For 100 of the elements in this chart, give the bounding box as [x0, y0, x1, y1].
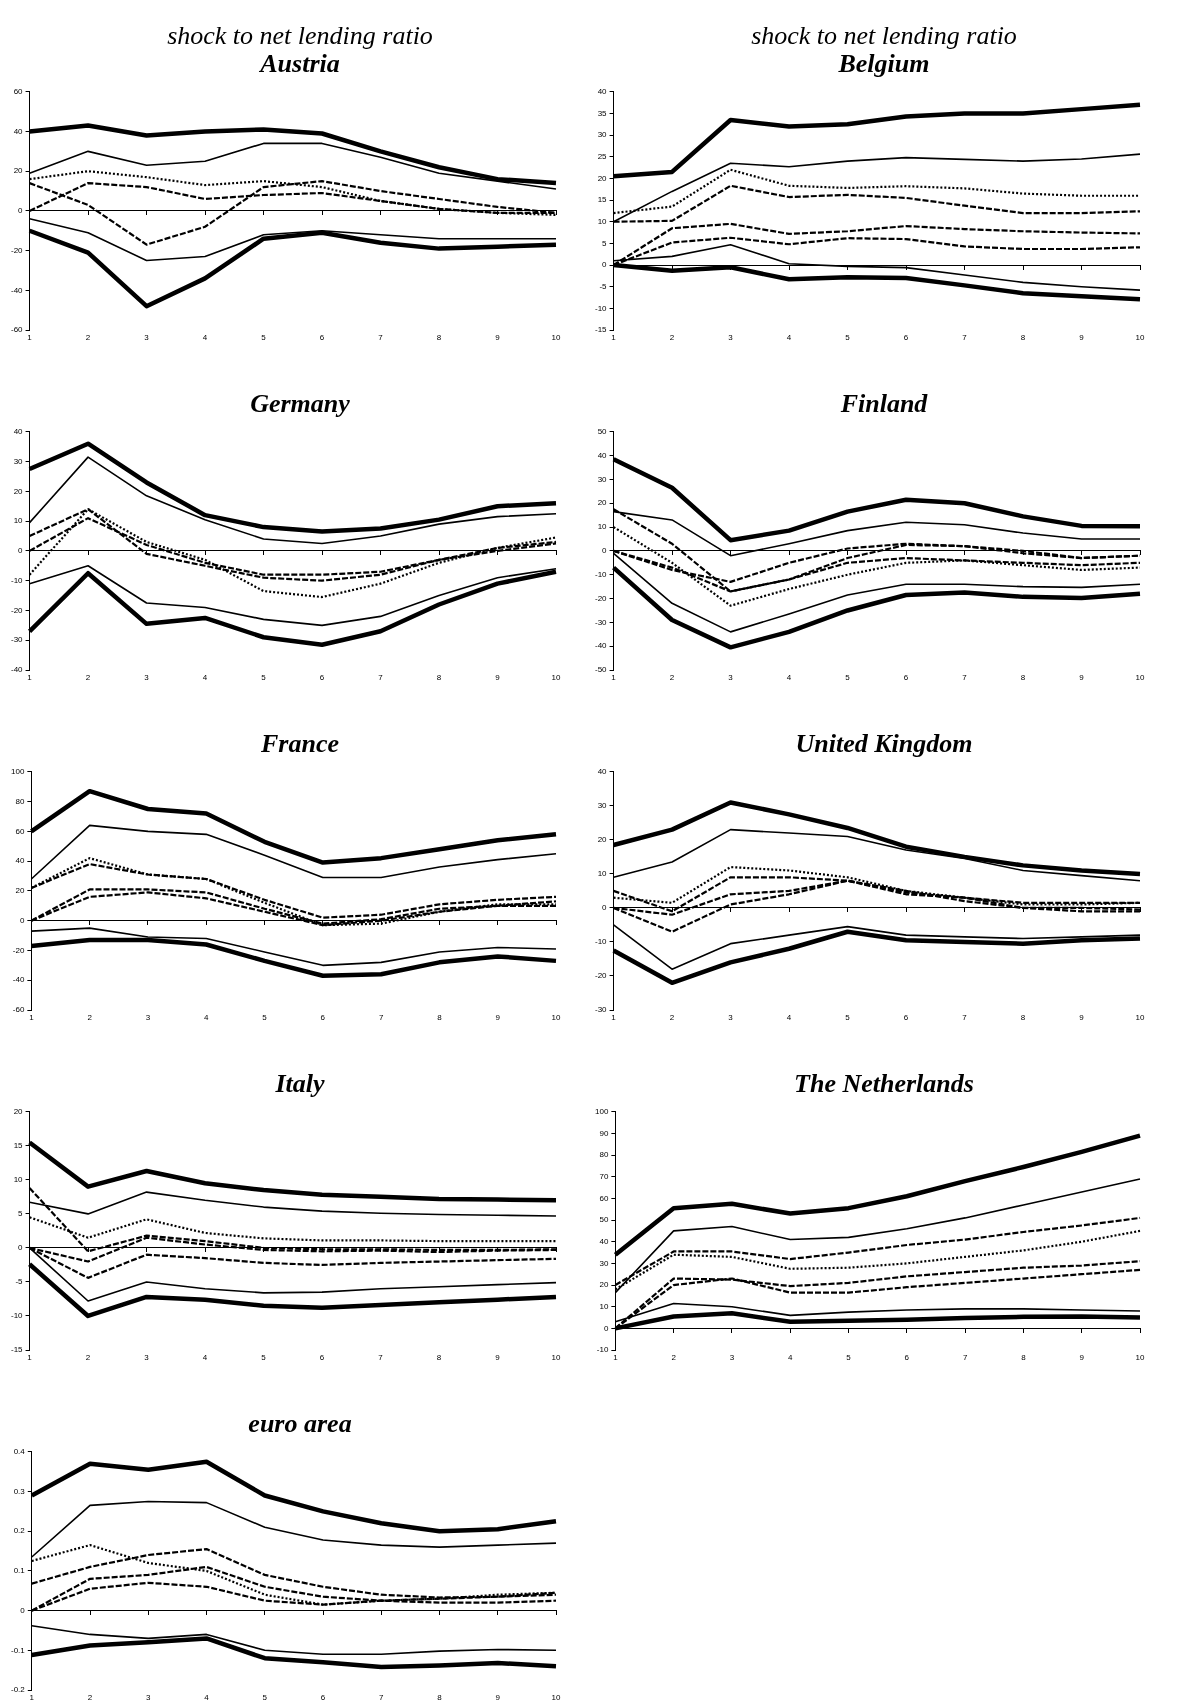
x-tick-label: 7 [379, 1693, 385, 1703]
y-tick-label: 40 [597, 767, 608, 776]
x-tick-label: 7 [962, 333, 968, 343]
x-tick-label: 6 [319, 673, 325, 683]
chart-title: The Netherlands [794, 1069, 974, 1098]
y-tick-label: -10 [595, 937, 608, 947]
y-tick-label: -5 [15, 1277, 24, 1287]
y-tick-label: 0 [602, 903, 608, 913]
y-tick-label: 10 [597, 522, 608, 532]
x-tick-label: 3 [729, 1353, 735, 1363]
y-tick-label: -20 [11, 245, 24, 255]
x-tick-label: 3 [146, 1693, 152, 1703]
y-tick-label: 0 [602, 546, 608, 556]
x-tick-label: 10 [1135, 1353, 1145, 1363]
x-tick-label: 6 [904, 1353, 910, 1363]
x-tick-label: 9 [495, 1013, 501, 1023]
x-tick-label: 6 [903, 333, 909, 343]
y-tick-label: -40 [11, 665, 24, 675]
y-tick-label: 60 [15, 826, 25, 836]
y-tick-label: -20 [595, 971, 608, 981]
y-tick-label: 20 [597, 835, 608, 845]
x-tick-label: 4 [786, 1013, 792, 1023]
y-tick-label: 0.3 [13, 1486, 26, 1496]
x-tick-label: 2 [87, 1013, 93, 1023]
x-tick-label: 1 [29, 1013, 35, 1023]
x-tick-label: 10 [1135, 333, 1145, 343]
x-tick-label: 5 [262, 1013, 268, 1023]
x-tick-label: 8 [436, 333, 442, 343]
x-tick-label: 1 [611, 333, 617, 343]
y-tick-label: -20 [11, 605, 24, 615]
x-tick-label: 3 [728, 1013, 734, 1023]
x-tick-label: 2 [85, 333, 91, 343]
x-tick-label: 1 [611, 1013, 617, 1023]
x-tick-label: 4 [202, 333, 208, 343]
y-tick-label: -10 [595, 303, 608, 313]
y-tick-label: 80 [599, 1150, 609, 1160]
x-tick-label: 7 [962, 1353, 968, 1363]
y-tick-label: -40 [12, 975, 25, 985]
chart-subtitle: shock to net lending ratio [751, 21, 1017, 50]
y-tick-label: 40 [13, 427, 24, 436]
y-tick-label: 10 [13, 1175, 24, 1185]
x-tick-label: 4 [788, 1353, 794, 1363]
y-tick-label: 40 [597, 450, 608, 460]
y-tick-label: 15 [13, 1141, 24, 1151]
y-tick-label: 90 [599, 1128, 609, 1138]
x-tick-label: 6 [319, 1353, 325, 1363]
x-tick-label: 5 [261, 333, 267, 343]
x-tick-label: 9 [1079, 333, 1085, 343]
y-tick-label: 30 [13, 456, 24, 466]
y-tick-label: -10 [11, 575, 24, 585]
y-tick-label: -20 [12, 945, 25, 955]
x-tick-label: 7 [962, 1013, 968, 1023]
y-tick-label: -40 [595, 641, 608, 651]
chart-title: Finland [840, 389, 928, 418]
x-tick-label: 1 [611, 673, 617, 683]
y-tick-label: -10 [11, 1311, 24, 1321]
x-tick-label: 5 [845, 673, 851, 683]
x-tick-label: 6 [320, 1013, 326, 1023]
y-tick-label: 5 [18, 1209, 24, 1219]
y-tick-label: 35 [597, 108, 608, 118]
y-tick-label: -30 [595, 617, 608, 627]
y-tick-label: -0.2 [10, 1685, 26, 1695]
y-tick-label: 0 [18, 206, 24, 216]
y-tick-label: 50 [599, 1215, 609, 1225]
x-tick-label: 1 [613, 1353, 619, 1363]
y-tick-label: -40 [11, 285, 24, 295]
chart-title: Germany [250, 389, 350, 418]
chart-title: Belgium [838, 49, 930, 78]
x-tick-label: 3 [145, 1013, 151, 1023]
y-tick-label: 20 [15, 886, 25, 896]
y-tick-label: -60 [11, 325, 24, 335]
x-tick-label: 4 [786, 333, 792, 343]
x-tick-label: 10 [551, 1693, 561, 1703]
y-tick-label: 30 [599, 1258, 609, 1268]
x-tick-label: 3 [144, 333, 150, 343]
x-tick-label: 6 [903, 673, 909, 683]
y-tick-label: 0 [18, 546, 24, 556]
x-tick-label: 10 [551, 1353, 561, 1363]
y-tick-label: 5 [602, 238, 608, 248]
y-tick-label: -15 [11, 1345, 24, 1355]
x-tick-label: 2 [85, 1353, 91, 1363]
x-tick-label: 7 [962, 673, 968, 683]
x-tick-label: 2 [669, 333, 675, 343]
x-tick-label: 9 [1079, 1353, 1085, 1363]
y-tick-label: 10 [599, 1301, 609, 1311]
x-tick-label: 8 [437, 1013, 443, 1023]
x-tick-label: 1 [29, 1693, 35, 1703]
y-tick-label: 0.1 [13, 1566, 26, 1576]
y-tick-label: 15 [597, 195, 608, 205]
x-tick-label: 9 [495, 333, 501, 343]
x-tick-label: 6 [319, 333, 325, 343]
chart-title: Italy [275, 1069, 325, 1098]
x-tick-label: 1 [27, 1353, 33, 1363]
x-tick-label: 3 [728, 333, 734, 343]
x-tick-label: 7 [378, 1353, 384, 1363]
y-tick-label: 0 [602, 260, 608, 270]
y-tick-label: 30 [597, 130, 608, 140]
x-tick-label: 7 [378, 1013, 384, 1023]
y-tick-label: 100 [10, 767, 25, 776]
x-tick-label: 10 [551, 673, 561, 683]
